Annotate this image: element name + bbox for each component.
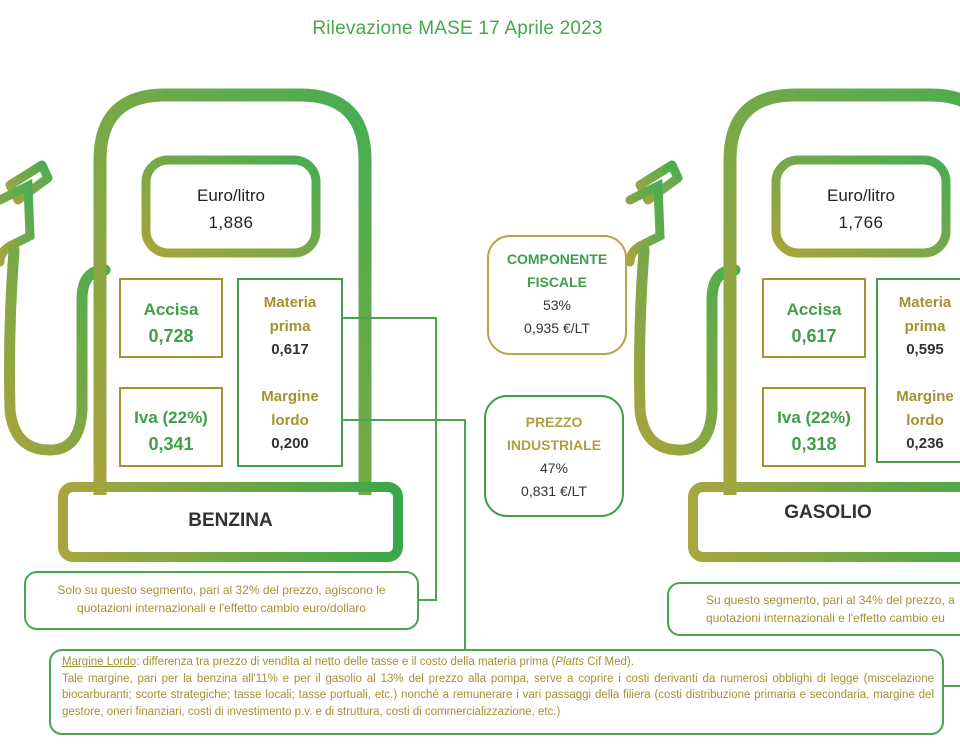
gasolio-margine-value: 0,236 xyxy=(906,435,944,452)
footnote-def-a: : differenza tra prezzo di vendita al ne… xyxy=(136,656,556,668)
benzina-note-line-1: Solo su questo segmento, pari al 32% del… xyxy=(57,583,386,597)
componente-fiscale-label-1: COMPONENTE xyxy=(506,251,608,267)
gasolio-note-box xyxy=(667,582,960,636)
gasolio-iva-value: 0,318 xyxy=(791,434,837,454)
footnote-def-italic: Platts xyxy=(555,656,585,668)
page-title: Rilevazione MASE 17 Aprile 2023 xyxy=(312,18,603,39)
gasolio-euro-value: 1,766 xyxy=(838,213,884,232)
gasolio-note-line-2: quotazioni internazionali e l'effetto ca… xyxy=(706,611,945,625)
benzina-materia-label-2: prima xyxy=(269,318,311,335)
gasolio-materia-value: 0,595 xyxy=(906,341,944,358)
benzina-accisa-value: 0,728 xyxy=(148,326,194,346)
connector-lines xyxy=(343,317,466,652)
gasolio-euro-label: Euro/litro xyxy=(826,186,896,205)
footnote-term: Margine Lordo xyxy=(62,656,137,668)
footnote-line-1: Margine Lordo: differenza tra prezzo di … xyxy=(62,654,934,671)
footnote-body: Tale margine, pari per la benzina all'11… xyxy=(62,672,934,718)
componente-fiscale-value: 0,935 €/LT xyxy=(524,320,590,336)
gasolio-margine-label-1: Margine xyxy=(896,388,954,405)
prezzo-industriale-percent: 47% xyxy=(539,460,569,476)
benzina-pump-icon xyxy=(0,88,403,562)
footnote-text: Margine Lordo: differenza tra prezzo di … xyxy=(62,654,934,720)
componente-fiscale-box xyxy=(487,235,627,355)
footnote-def-b: Cif Med). xyxy=(584,656,634,668)
benzina-materia-value: 0,617 xyxy=(271,341,309,358)
componente-fiscale-percent: 53% xyxy=(542,297,572,313)
benzina-materia-label-1: Materia xyxy=(263,294,317,311)
gasolio-name: GASOLIO xyxy=(784,502,872,523)
benzina-euro-label: Euro/litro xyxy=(196,186,266,205)
prezzo-industriale-label-2: INDUSTRIALE xyxy=(506,437,602,453)
benzina-name: BENZINA xyxy=(188,510,273,531)
benzina-accisa-label: Accisa xyxy=(143,300,199,319)
prezzo-industriale-label-1: PREZZO xyxy=(525,414,583,430)
benzina-iva-label: Iva (22%) xyxy=(134,408,208,427)
benzina-iva-value: 0,341 xyxy=(148,434,194,454)
gasolio-accisa-value: 0,617 xyxy=(791,326,837,346)
componente-fiscale-label-2: FISCALE xyxy=(527,274,587,290)
gasolio-note-line-1: Su questo segmento, pari al 34% del prez… xyxy=(706,593,955,607)
benzina-margine-label-1: Margine xyxy=(261,388,319,405)
benzina-euro-value: 1,886 xyxy=(208,213,254,232)
prezzo-industriale-box xyxy=(484,395,624,517)
gasolio-pump-icon xyxy=(625,88,960,562)
gasolio-margine-label-2: lordo xyxy=(906,412,944,429)
benzina-note-box xyxy=(24,571,419,630)
gasolio-accisa-label: Accisa xyxy=(786,300,842,319)
gasolio-materia-label-1: Materia xyxy=(898,294,952,311)
benzina-margine-value: 0,200 xyxy=(271,435,309,452)
gasolio-materia-label-2: prima xyxy=(904,318,946,335)
gasolio-iva-label: Iva (22%) xyxy=(777,408,851,427)
footnote-box xyxy=(49,649,944,735)
prezzo-industriale-value: 0,831 €/LT xyxy=(521,483,587,499)
benzina-margine-label-2: lordo xyxy=(271,412,309,429)
benzina-note-line-2: quotazioni internazionali e l'effetto ca… xyxy=(77,601,366,615)
